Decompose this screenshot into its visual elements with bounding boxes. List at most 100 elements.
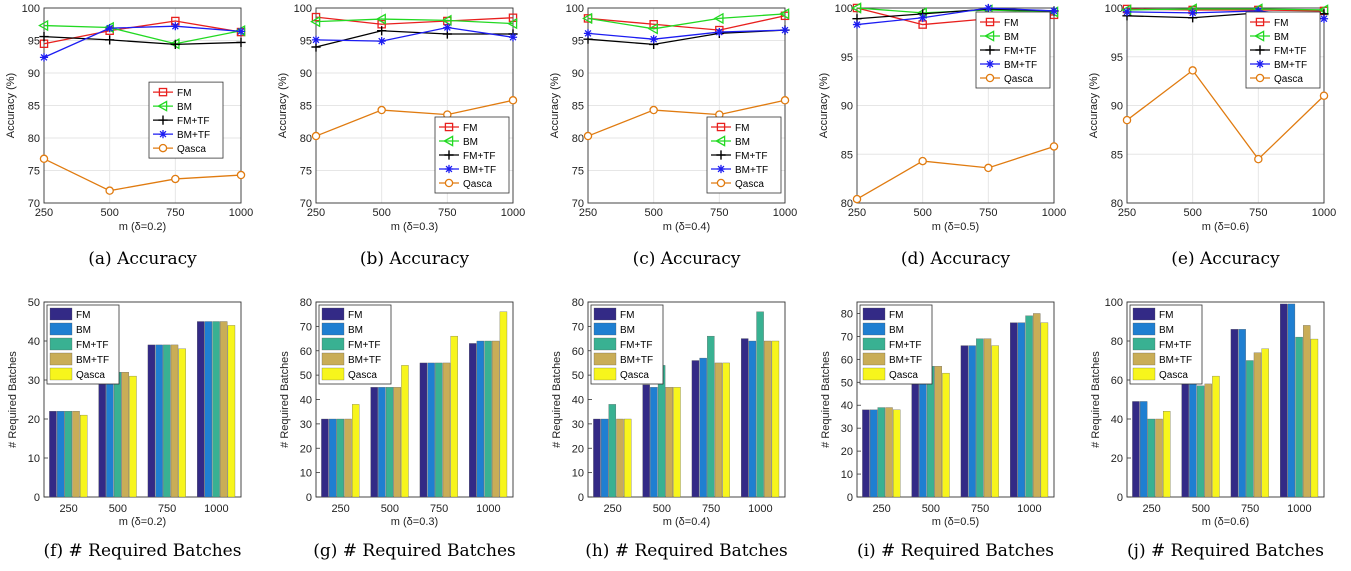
legend-marker xyxy=(1254,30,1265,42)
x-tick-label: 500 xyxy=(381,503,399,515)
y-tick-label: 95 xyxy=(28,36,40,48)
y-axis-label: Accuracy (%) xyxy=(1088,73,1100,138)
data-point xyxy=(171,174,180,184)
bar xyxy=(442,362,451,498)
bar xyxy=(960,345,969,498)
bar xyxy=(1025,315,1033,498)
x-axis-label: m (δ=0.3) xyxy=(391,221,438,233)
y-tick-label: 0 xyxy=(578,492,584,504)
data-point xyxy=(105,24,114,33)
y-axis-label: Accuracy (%) xyxy=(818,73,830,138)
legend-label: Qasca xyxy=(76,370,105,381)
bar xyxy=(499,311,508,498)
legend-label: Qasca xyxy=(1274,74,1303,85)
bar xyxy=(98,372,106,498)
legend-label: BM+TF xyxy=(620,355,653,366)
series-line-FM xyxy=(43,20,242,45)
legend-label: FM+TF xyxy=(1159,340,1192,351)
y-tick-label: 95 xyxy=(300,36,312,48)
x-axis-label: m (δ=0.6) xyxy=(1202,221,1249,233)
data-point xyxy=(508,96,518,105)
bar xyxy=(56,411,65,498)
series-line-BM xyxy=(315,18,514,25)
legend-marker xyxy=(716,164,726,174)
bar xyxy=(492,340,500,498)
y-tick-label: 80 xyxy=(572,297,584,309)
x-tick-label: 1000 xyxy=(1312,207,1336,219)
bar xyxy=(741,338,749,498)
data-point xyxy=(39,154,49,164)
x-tick-label: 250 xyxy=(59,503,77,515)
x-tick-label: 500 xyxy=(1183,207,1201,219)
legend: FM BM FM+TF BM+TF Qasca xyxy=(1245,11,1321,89)
caption: (b) Accuracy xyxy=(360,249,470,269)
y-tick-label: 100 xyxy=(566,3,584,15)
series-line-FM+TF xyxy=(43,35,242,46)
bar xyxy=(764,340,772,498)
bar xyxy=(49,411,57,498)
bar xyxy=(691,360,700,498)
legend-marker xyxy=(1255,45,1265,55)
caption: (e) Accuracy xyxy=(1171,249,1280,269)
x-axis-label: m (δ=0.2) xyxy=(119,516,166,528)
y-tick-label: 70 xyxy=(300,321,312,333)
y-tick-label: 60 xyxy=(841,354,853,366)
bar xyxy=(419,362,428,498)
bar xyxy=(911,372,919,498)
data-point xyxy=(918,13,927,22)
legend-swatch xyxy=(1132,337,1156,351)
legend-swatch xyxy=(593,337,617,351)
caption: (a) Accuracy xyxy=(88,249,197,269)
legend-label: BM+TF xyxy=(1004,60,1037,71)
caption: (f) # Required Batches xyxy=(44,541,242,561)
series-line-Qasca xyxy=(315,99,514,137)
bar xyxy=(885,407,893,498)
data-point xyxy=(105,186,114,195)
y-axis-label: # Required Batches xyxy=(1090,351,1102,448)
data-point xyxy=(780,96,790,105)
y-tick-label: 10 xyxy=(28,453,40,465)
data-point xyxy=(984,163,993,173)
x-tick-label: 250 xyxy=(603,503,621,515)
line-chart-c: 70 75 80 85 90 95 100 250 500 750 1000 m (δ=0.4) Acc… xyxy=(549,3,797,269)
bar xyxy=(351,404,360,498)
legend-swatch xyxy=(321,337,345,351)
bar xyxy=(129,375,137,498)
legend-label: BM+TF xyxy=(348,355,381,366)
y-tick-label: 0 xyxy=(306,492,312,504)
data-point xyxy=(1188,8,1197,17)
bar xyxy=(435,362,443,498)
bar xyxy=(155,344,163,498)
data-point xyxy=(443,23,452,32)
plot-frame xyxy=(315,7,514,204)
y-tick-label: 80 xyxy=(1111,198,1123,210)
bar xyxy=(476,340,485,498)
legend-label: Qasca xyxy=(1159,370,1188,381)
series-line-BM xyxy=(43,24,242,45)
legend-label: FM xyxy=(735,123,749,134)
bar xyxy=(877,407,886,498)
legend-label: FM+TF xyxy=(889,340,922,351)
legend-label: BM+TF xyxy=(76,355,109,366)
plot-frame xyxy=(43,7,242,204)
legend-swatch xyxy=(862,352,886,366)
legend-label: FM xyxy=(1274,18,1288,29)
data-point xyxy=(1188,66,1197,75)
x-tick-label: 500 xyxy=(100,207,118,219)
legend-label: FM+TF xyxy=(177,116,210,127)
bar xyxy=(450,335,458,498)
bar xyxy=(1287,303,1296,498)
legend-swatch xyxy=(1132,367,1156,381)
data-point xyxy=(583,29,593,38)
legend-marker xyxy=(1255,59,1265,69)
bar xyxy=(79,414,88,498)
series-line-Qasca xyxy=(587,99,786,137)
y-tick-label: 95 xyxy=(841,52,853,64)
x-tick-label: 250 xyxy=(1142,503,1160,515)
bar xyxy=(991,345,999,498)
legend-label: BM+TF xyxy=(889,355,922,366)
legend-label: Qasca xyxy=(735,179,764,190)
x-tick-label: 500 xyxy=(644,207,662,219)
series-line-Qasca xyxy=(43,158,242,192)
data-point xyxy=(170,39,180,49)
